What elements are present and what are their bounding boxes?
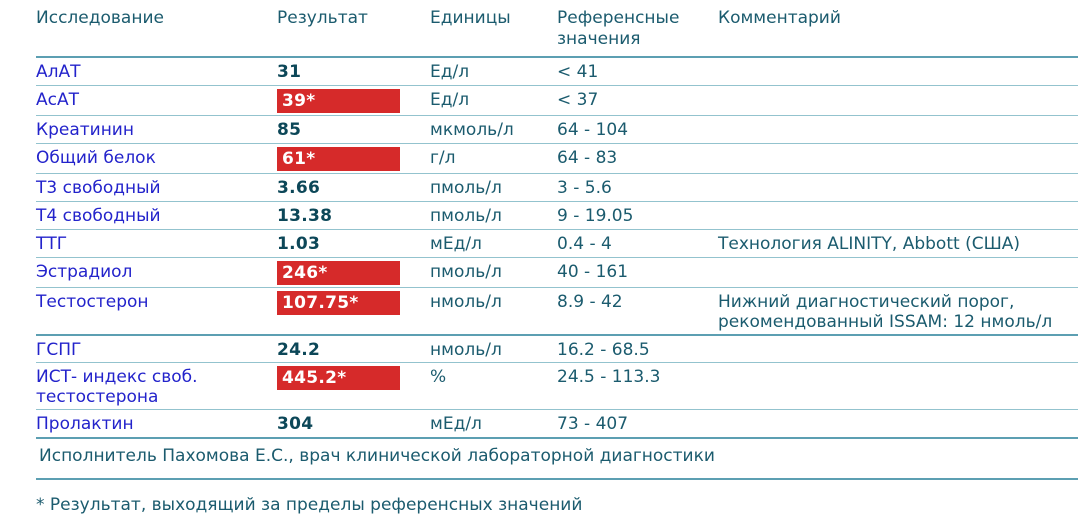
reference-range: 24.5 - 113.3 xyxy=(557,362,718,410)
out-of-range-footnote: * Результат, выходящий за пределы рефере… xyxy=(36,494,583,515)
test-name: Общий белок xyxy=(36,143,277,174)
comment xyxy=(718,201,1078,230)
result-value: 246* xyxy=(277,260,400,285)
table-row: Креатинин 85 мкмоль/л 64 - 104 xyxy=(36,115,1078,144)
table-row: ТТГ 1.03 мЕд/л 0.4 - 4 Технология ALINIT… xyxy=(36,229,1078,258)
table-row: ИСТ- индекс своб. тестостерона 445.2* % … xyxy=(36,362,1078,410)
reference-range: 40 - 161 xyxy=(557,257,718,288)
units: % xyxy=(430,362,557,410)
result-value: 24.2 xyxy=(277,339,321,360)
units: Ед/л xyxy=(430,57,557,86)
table-row: Т3 свободный 3.66 пмоль/л 3 - 5.6 xyxy=(36,173,1078,202)
test-name: Пролактин xyxy=(36,409,277,439)
comment xyxy=(718,334,1078,363)
result-value: 445.2* xyxy=(277,366,400,390)
table-row: Т4 свободный 13.38 пмоль/л 9 - 19.05 xyxy=(36,201,1078,230)
table-body: АлАТ 31 Ед/л < 41 АсАТ 39* Ед/л < 37 Кре… xyxy=(36,57,1078,480)
result-value: 304 xyxy=(277,414,314,434)
table-row: Тестостерон 107.75* нмоль/л 8.9 - 42 Ниж… xyxy=(36,287,1078,336)
units: пмоль/л xyxy=(430,173,557,202)
table-row: Эстрадиол 246* пмоль/л 40 - 161 xyxy=(36,257,1078,288)
table-row: АсАТ 39* Ед/л < 37 xyxy=(36,85,1078,116)
reference-range: 9 - 19.05 xyxy=(557,201,718,230)
comment: Нижний диагностический порог, рекомендов… xyxy=(718,287,1078,336)
column-header-reference: Референсные значения xyxy=(557,0,718,58)
table-row: АлАТ 31 Ед/л < 41 xyxy=(36,57,1078,86)
reference-range: 73 - 407 xyxy=(557,409,718,439)
table-row: Общий белок 61* г/л 64 - 83 xyxy=(36,143,1078,174)
reference-range: 3 - 5.6 xyxy=(557,173,718,202)
executor-text: Исполнитель Пахомова Е.С., врач клиничес… xyxy=(36,437,1078,480)
units: мкмоль/л xyxy=(430,115,557,144)
reference-range: 0.4 - 4 xyxy=(557,229,718,258)
test-name: Т4 свободный xyxy=(36,201,277,230)
test-name: ТТГ xyxy=(36,229,277,258)
units: нмоль/л xyxy=(430,334,557,363)
comment xyxy=(718,409,1078,439)
comment xyxy=(718,115,1078,144)
table-row: ГСПГ 24.2 нмоль/л 16.2 - 68.5 xyxy=(36,334,1078,363)
test-name: АлАТ xyxy=(36,57,277,86)
comment xyxy=(718,143,1078,174)
test-name: ИСТ- индекс своб. тестостерона xyxy=(36,362,277,410)
column-header-result: Результат xyxy=(277,0,430,58)
column-header-test: Исследование xyxy=(36,0,277,58)
units: мЕд/л xyxy=(430,229,557,258)
test-name: Эстрадиол xyxy=(36,257,277,288)
result-value: 31 xyxy=(277,62,302,82)
reference-range: < 41 xyxy=(557,57,718,86)
result-value: 3.66 xyxy=(277,177,321,198)
comment xyxy=(718,57,1078,86)
units: пмоль/л xyxy=(430,257,557,288)
lab-report-page: Исследование Результат Единицы Референсн… xyxy=(36,0,1078,515)
units: нмоль/л xyxy=(430,287,557,336)
column-header-units: Единицы xyxy=(430,0,557,58)
units: г/л xyxy=(430,143,557,174)
result-value: 39* xyxy=(277,88,400,113)
test-name: Т3 свободный xyxy=(36,173,277,202)
comment: Технология ALINITY, Abbott (США) xyxy=(718,229,1078,258)
comment xyxy=(718,257,1078,288)
executor-row: Исполнитель Пахомова Е.С., врач клиничес… xyxy=(36,437,1078,480)
test-name: АсАТ xyxy=(36,85,277,116)
test-name: ГСПГ xyxy=(36,334,277,363)
table-row: Пролактин 304 мЕд/л 73 - 407 xyxy=(36,409,1078,439)
test-name: Тестостерон xyxy=(36,287,277,336)
comment xyxy=(718,85,1078,116)
result-value: 61* xyxy=(277,146,400,171)
reference-range: 64 - 104 xyxy=(557,115,718,144)
comment xyxy=(718,362,1078,410)
header-row: Исследование Результат Единицы Референсн… xyxy=(36,0,1078,58)
test-name: Креатинин xyxy=(36,115,277,144)
units: пмоль/л xyxy=(430,201,557,230)
reference-range: 16.2 - 68.5 xyxy=(557,334,718,363)
lab-results-table: Исследование Результат Единицы Референсн… xyxy=(36,0,1078,480)
result-value: 13.38 xyxy=(277,205,333,226)
comment xyxy=(718,173,1078,202)
result-value: 107.75* xyxy=(277,290,400,315)
reference-range: 64 - 83 xyxy=(557,143,718,174)
column-header-comment: Комментарий xyxy=(718,0,1078,58)
reference-range: < 37 xyxy=(557,85,718,116)
units: мЕд/л xyxy=(430,409,557,439)
result-value: 1.03 xyxy=(277,233,321,254)
table-header: Исследование Результат Единицы Референсн… xyxy=(36,0,1078,58)
result-value: 85 xyxy=(277,119,302,140)
reference-range: 8.9 - 42 xyxy=(557,287,718,336)
units: Ед/л xyxy=(430,85,557,116)
